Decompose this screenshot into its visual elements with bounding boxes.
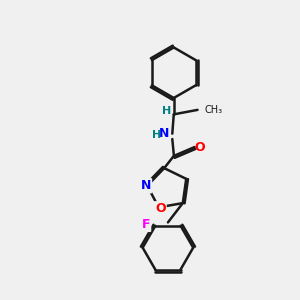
Text: H: H [162, 106, 171, 116]
Text: CH₃: CH₃ [205, 105, 223, 115]
Text: O: O [195, 140, 205, 154]
Text: O: O [155, 202, 166, 215]
Text: H: H [152, 130, 161, 140]
Text: N: N [141, 179, 151, 192]
Text: F: F [142, 218, 150, 231]
Text: N: N [159, 127, 169, 140]
